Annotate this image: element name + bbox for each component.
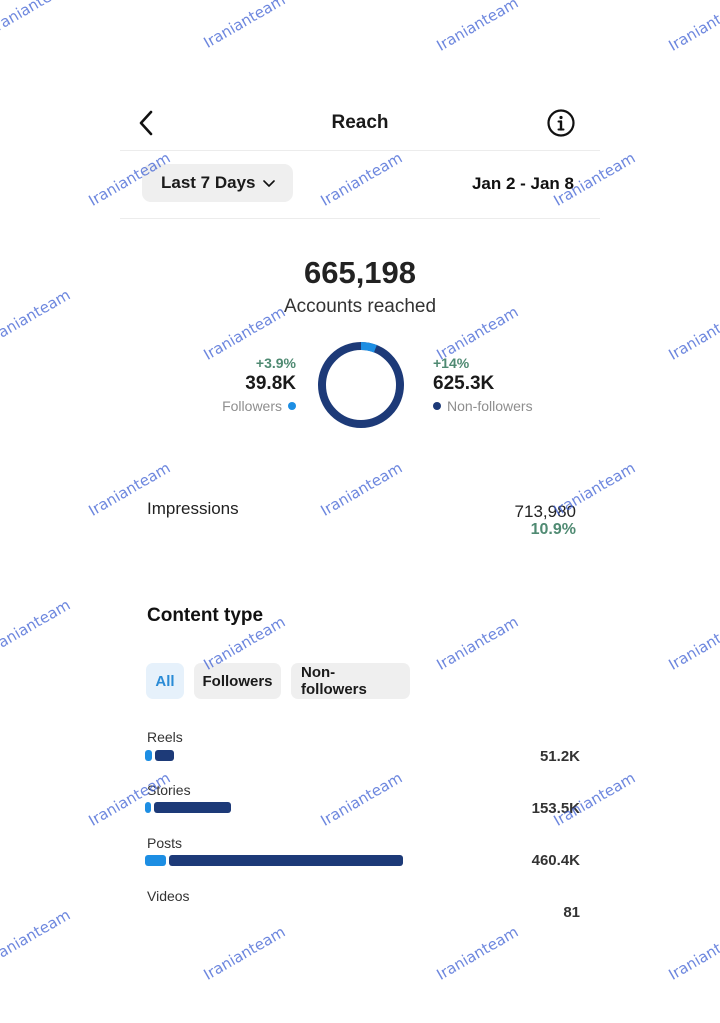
followers-value: 39.8K	[245, 373, 296, 394]
accounts-reached-label: Accounts reached	[283, 296, 437, 317]
non-followers-legend-label: Non-followers	[447, 398, 533, 414]
posts-non-followers-segment	[168, 855, 403, 866]
date-range-dropdown[interactable]: Last 7 Days	[142, 164, 293, 202]
date-range-dropdown-label: Last 7 Days	[161, 173, 256, 192]
impressions-label: Impressions	[147, 499, 239, 518]
content-type-label-reels: Reels	[147, 729, 183, 745]
tab-followers[interactable]: Followers	[194, 663, 281, 699]
watermark: Iranianteam	[317, 148, 406, 210]
filters-divider	[120, 218, 600, 219]
followers-legend: Followers	[222, 396, 296, 416]
stories-non-followers-segment	[154, 802, 231, 813]
content-type-filter-tabs: All Followers Non-followers	[146, 663, 410, 699]
date-range-text: Jan 2 - Jan 8	[471, 174, 574, 193]
header-divider	[120, 150, 600, 151]
back-button[interactable]	[134, 108, 158, 138]
top-bar: Reach	[120, 100, 600, 150]
followers-stat: +3.9% 39.8K Followers	[222, 354, 296, 416]
watermark: Iranianteam	[665, 0, 720, 55]
chevron-left-icon	[139, 110, 153, 136]
chevron-down-icon	[262, 180, 275, 187]
content-type-value-videos: 81	[563, 904, 580, 921]
content-type-value-reels: 51.2K	[539, 748, 580, 765]
watermark: Iranianteam	[0, 905, 74, 967]
content-type-label-stories: Stories	[147, 782, 191, 798]
non-followers-legend-dot	[433, 402, 441, 410]
followers-legend-dot	[288, 402, 296, 410]
non-followers-stat: +14% 625.3K Non-followers	[433, 354, 533, 416]
non-followers-legend: Non-followers	[433, 396, 533, 416]
donut-followers-segment	[318, 342, 404, 428]
watermark: Iranianteam	[200, 922, 289, 984]
posts-followers-segment	[145, 855, 166, 866]
reels-non-followers-segment	[155, 750, 174, 761]
content-type-label-posts: Posts	[147, 835, 183, 851]
non-followers-growth: +14%	[433, 355, 470, 371]
watermark: Iranianteam	[0, 0, 76, 37]
followers-growth: +3.9%	[255, 355, 296, 371]
content-type-title: Content type	[147, 605, 264, 626]
watermark: Iranianteam	[665, 612, 720, 674]
followers-legend-label: Followers	[222, 398, 282, 414]
watermark: Iranianteam	[433, 0, 522, 55]
followers-split-donut	[318, 342, 404, 428]
watermark: Iranianteam	[0, 595, 74, 657]
watermark: Iranianteam	[200, 0, 289, 52]
watermark: Iranianteam	[317, 768, 406, 830]
non-followers-value: 625.3K	[433, 373, 495, 394]
watermark: Iranianteam	[85, 768, 174, 830]
info-button[interactable]	[546, 108, 576, 138]
reels-followers-segment	[145, 750, 153, 761]
content-type-value-stories: 153.5K	[531, 800, 580, 817]
tab-all[interactable]: All	[146, 663, 184, 699]
content-type-value-posts: 460.4K	[531, 852, 580, 869]
watermark: Iranianteam	[317, 458, 406, 520]
watermark: Iranianteam	[433, 922, 522, 984]
tab-non-followers[interactable]: Non-followers	[291, 663, 410, 699]
info-icon	[547, 109, 575, 137]
watermark: Iranianteam	[665, 922, 720, 984]
impressions-growth: 10.9%	[530, 521, 576, 538]
content-type-label-videos: Videos	[147, 888, 190, 904]
accounts-reached-total: 665,198	[303, 255, 417, 290]
watermark: Iranianteam	[433, 612, 522, 674]
page-title: Reach	[331, 112, 389, 133]
impressions-value: 713,980	[514, 502, 576, 521]
donut-non-followers-segment	[318, 342, 404, 428]
stories-followers-segment	[145, 802, 152, 813]
